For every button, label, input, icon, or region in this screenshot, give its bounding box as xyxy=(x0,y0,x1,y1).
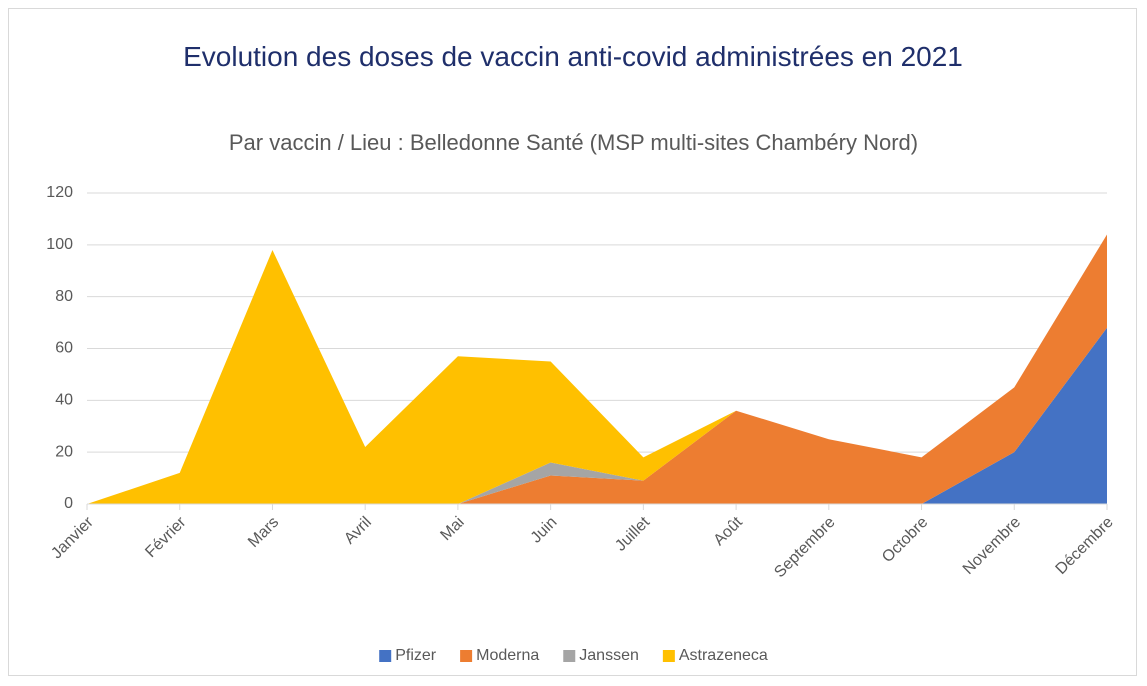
chart-frame xyxy=(8,8,1137,676)
y-tick-label: 60 xyxy=(55,340,73,357)
x-tick-label: Juin xyxy=(528,514,561,547)
y-tick-label: 120 xyxy=(46,184,73,201)
x-tick-label: Octobre xyxy=(879,514,931,566)
legend-label: Astrazeneca xyxy=(679,647,768,664)
x-tick-label: Décembre xyxy=(1053,514,1117,578)
x-tick-label: Avril xyxy=(341,514,375,548)
x-tick-label: Février xyxy=(142,513,190,561)
legend-swatch xyxy=(460,650,473,662)
legend: Pfizer Moderna Janssen Astrazeneca xyxy=(379,647,768,664)
x-tick-label: Septembre xyxy=(771,514,838,581)
x-tick-label: Mars xyxy=(245,514,282,551)
x-tick-label: Janvier xyxy=(48,513,97,562)
x-tick-label: Juillet xyxy=(612,513,653,554)
chart-title: Evolution des doses de vaccin anti-covid… xyxy=(183,41,963,72)
legend-label: Pfizer xyxy=(395,647,437,664)
y-tick-label: 20 xyxy=(55,443,73,460)
y-tick-label: 100 xyxy=(46,236,73,253)
chart-subtitle: Par vaccin / Lieu : Belledonne Santé (MS… xyxy=(228,130,919,155)
y-tick-label: 80 xyxy=(55,288,73,305)
x-tick-label: Novembre xyxy=(960,514,1024,578)
y-tick-label: 40 xyxy=(55,392,73,409)
x-tick-label: Août xyxy=(711,513,747,549)
legend-swatch xyxy=(563,650,576,662)
legend-label: Moderna xyxy=(476,647,539,664)
area xyxy=(87,327,1107,504)
area xyxy=(87,234,1107,504)
legend-label: Janssen xyxy=(579,647,639,664)
x-tick-label: Mai xyxy=(437,514,467,544)
y-tick-label: 0 xyxy=(64,495,73,512)
legend-swatch xyxy=(662,650,675,662)
legend-swatch xyxy=(379,650,392,662)
